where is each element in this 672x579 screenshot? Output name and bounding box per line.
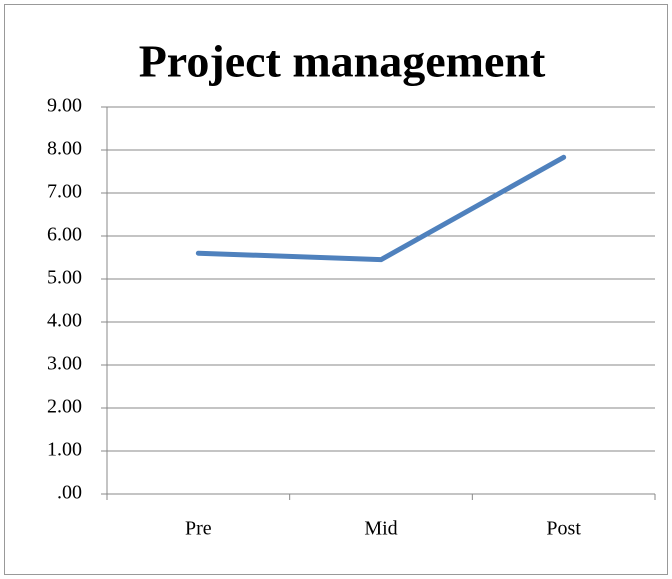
y-tick-label: 4.00	[47, 310, 82, 332]
y-tick-label: 8.00	[47, 138, 82, 160]
x-tick-label: Pre	[185, 518, 212, 540]
y-tick-label: 2.00	[47, 396, 82, 418]
y-tick-label: 9.00	[47, 95, 82, 117]
chart-title: Project management	[139, 36, 546, 87]
y-tick-label: 7.00	[47, 181, 82, 203]
y-tick-label: .00	[57, 482, 82, 504]
y-tick-label: 6.00	[47, 224, 82, 246]
line-series	[195, 154, 567, 263]
y-tick-label: 5.00	[47, 267, 82, 289]
y-tick-label: 3.00	[47, 353, 82, 375]
y-tick-label: 1.00	[47, 439, 82, 461]
chart-frame	[4, 4, 668, 575]
x-tick-label: Post	[546, 518, 581, 540]
x-tick-label: Mid	[364, 518, 397, 540]
